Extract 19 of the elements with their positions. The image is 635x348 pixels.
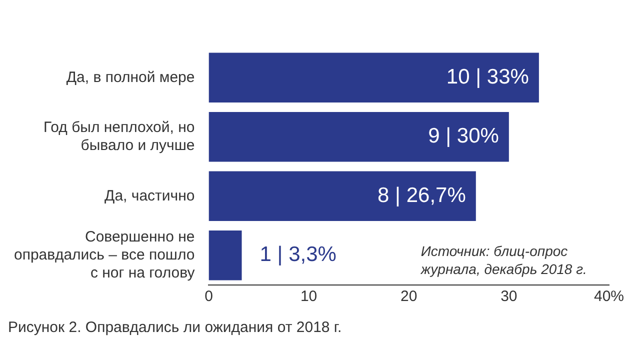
y-tick-label: Совершенно не оправдались – все пошло с ног на голову	[14, 228, 196, 282]
x-tick-label: 0	[204, 288, 213, 306]
data-label: 8 | 26,7%	[378, 184, 466, 207]
text: Рисунок 2. Оправдались ли ожидания от 2018 г.	[8, 319, 343, 336]
bar	[208, 112, 509, 162]
data-label: 1 | 3,3%	[260, 243, 336, 266]
data-label: 10 | 33%	[446, 65, 529, 88]
bar	[208, 171, 476, 222]
x-tick-label: 10	[300, 288, 318, 306]
y-tick-label: Да, в полной мере	[66, 68, 195, 86]
annotation: Источник: блиц-опрос журнала, декабрь 2018 г.	[420, 242, 587, 277]
x-tick-label: 20	[400, 288, 418, 306]
y-tick-label: Год был неплохой, но бывало и лучше	[44, 119, 195, 154]
bar	[208, 230, 242, 280]
bar	[208, 52, 539, 103]
x-tick-label: 40%	[594, 288, 624, 306]
data-label: 9 | 30%	[428, 124, 499, 148]
x-tick-label: 30	[500, 288, 518, 306]
y-tick-label: Да, частично	[104, 187, 195, 204]
